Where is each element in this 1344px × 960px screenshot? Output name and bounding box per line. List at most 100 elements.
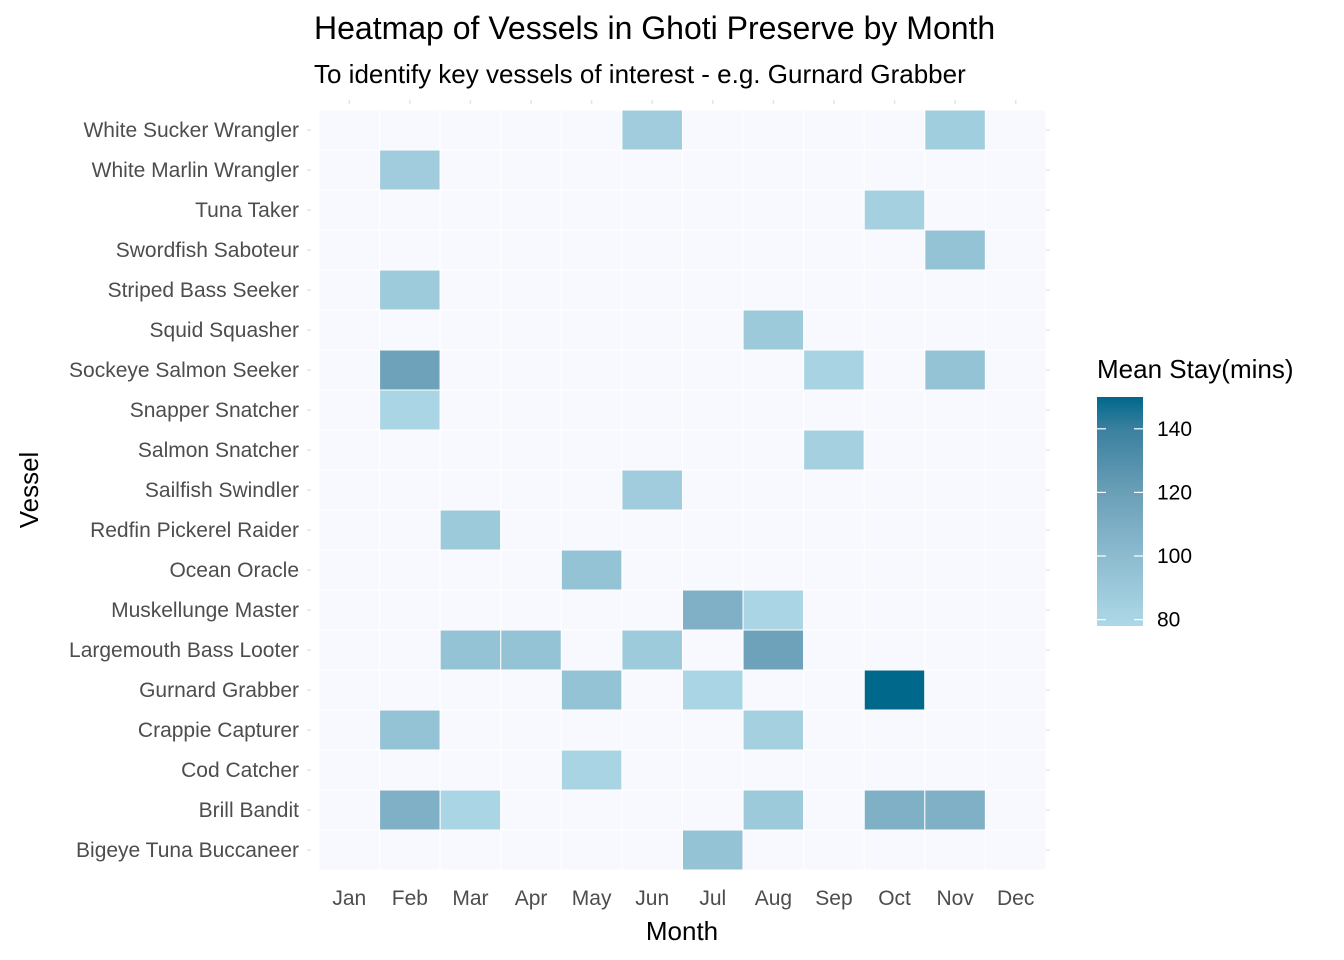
heatmap-cell: [560, 749, 623, 791]
chart-title: Heatmap of Vessels in Ghoti Preserve by …: [314, 10, 996, 46]
heatmap-cell: [318, 829, 381, 871]
x-tick-label: Apr: [515, 887, 548, 910]
heatmap-cell: [560, 829, 623, 871]
heatmap-cell: [560, 149, 623, 191]
y-tick-label: White Marlin Wrangler: [92, 159, 299, 182]
heatmap-cell: [439, 309, 502, 351]
heatmap-cell: [621, 509, 684, 551]
heatmap-cell: [500, 389, 562, 431]
heatmap-cell: [621, 629, 684, 671]
heatmap-cell: [560, 109, 623, 151]
heatmap-cell: [984, 349, 1047, 391]
heatmap-cell: [803, 349, 865, 391]
heatmap-cell: [924, 549, 986, 591]
heatmap-cell: [560, 709, 623, 751]
heatmap-cell: [682, 469, 744, 511]
heatmap-cell: [924, 669, 986, 711]
y-tick-label: Squid Squasher: [150, 319, 299, 342]
heatmap-cell: [318, 269, 381, 311]
heatmap-cell: [560, 509, 623, 551]
heatmap-cell: [439, 589, 502, 631]
heatmap-cell: [560, 429, 623, 471]
heatmap-cell: [560, 549, 623, 591]
heatmap-cell: [863, 549, 926, 591]
heatmap-cell: [742, 229, 805, 271]
heatmap-cell: [621, 149, 684, 191]
heatmap-cell: [379, 589, 441, 631]
heatmap-cell: [682, 509, 744, 551]
legend: Mean Stay(mins) 80 100 120 140: [1097, 354, 1294, 632]
heatmap-cell: [682, 589, 744, 631]
heatmap-cell: [439, 509, 502, 551]
heatmap-cell: [379, 389, 441, 431]
x-tick-label: Oct: [878, 887, 911, 910]
heatmap-cell: [803, 549, 865, 591]
heatmap-cell: [924, 149, 986, 191]
heatmap-cell: [318, 469, 381, 511]
heatmap-cell: [500, 789, 562, 831]
heatmap-cell: [379, 269, 441, 311]
heatmap-cell: [318, 229, 381, 271]
heatmap-cell: [863, 349, 926, 391]
y-tick-label: Largemouth Bass Looter: [69, 639, 299, 662]
heatmap-cell: [924, 749, 986, 791]
heatmap-cell: [742, 669, 805, 711]
heatmap-cell: [863, 669, 926, 711]
heatmap-cell: [924, 269, 986, 311]
heatmap-cell: [439, 829, 502, 871]
x-axis-title: Month: [646, 916, 718, 946]
heatmap-cell: [621, 709, 684, 751]
heatmap-cell: [560, 669, 623, 711]
heatmap-cell: [379, 149, 441, 191]
heatmap-cell: [560, 229, 623, 271]
heatmap-cell: [500, 829, 562, 871]
heatmap-cell: [621, 109, 684, 151]
heatmap-cell: [379, 189, 441, 231]
heatmap-cell: [439, 429, 502, 471]
heatmap-cell: [318, 389, 381, 431]
x-tick-label: Dec: [997, 887, 1034, 910]
heatmap-cell: [439, 549, 502, 591]
heatmap-cell: [379, 629, 441, 671]
legend-tick-label: 120: [1157, 481, 1192, 504]
heatmap-cell: [803, 309, 865, 351]
y-tick-label: Bigeye Tuna Buccaneer: [76, 839, 299, 862]
heatmap-cell: [318, 509, 381, 551]
heatmap-cell: [803, 749, 865, 791]
chart-subtitle: To identify key vessels of interest - e.…: [314, 59, 966, 89]
heatmap-cell: [379, 109, 441, 151]
heatmap-cell: [318, 309, 381, 351]
heatmap-cell: [984, 749, 1047, 791]
heatmap-cell: [803, 429, 865, 471]
y-tick-label: Snapper Snatcher: [130, 399, 299, 422]
heatmap-cell: [742, 189, 805, 231]
heatmap-cell: [621, 189, 684, 231]
heatmap-cell: [318, 709, 381, 751]
heatmap-cell: [924, 589, 986, 631]
heatmap-cell: [500, 589, 562, 631]
legend-tick-label: 140: [1157, 418, 1192, 441]
heatmap-cell: [500, 509, 562, 551]
heatmap-cell: [318, 749, 381, 791]
heatmap-cell: [439, 789, 502, 831]
heatmap-cell: [924, 789, 986, 831]
heatmap-cell: [984, 629, 1047, 671]
heatmap-cell: [803, 109, 865, 151]
heatmap-cell: [682, 309, 744, 351]
heatmap-cell: [500, 269, 562, 311]
y-axis-title: Vessel: [14, 452, 44, 529]
heatmap-cell: [742, 789, 805, 831]
heatmap-cell: [742, 429, 805, 471]
heatmap-cell: [500, 709, 562, 751]
heatmap-cell: [379, 349, 441, 391]
heatmap-cell: [318, 549, 381, 591]
heatmap-cell: [560, 789, 623, 831]
heatmap-cell: [863, 469, 926, 511]
heatmap-cell: [439, 269, 502, 311]
y-tick-label: Gurnard Grabber: [139, 679, 299, 702]
heatmap-cell: [560, 389, 623, 431]
heatmap-cell: [318, 629, 381, 671]
heatmap-cell: [863, 589, 926, 631]
heatmap-cell: [682, 549, 744, 591]
